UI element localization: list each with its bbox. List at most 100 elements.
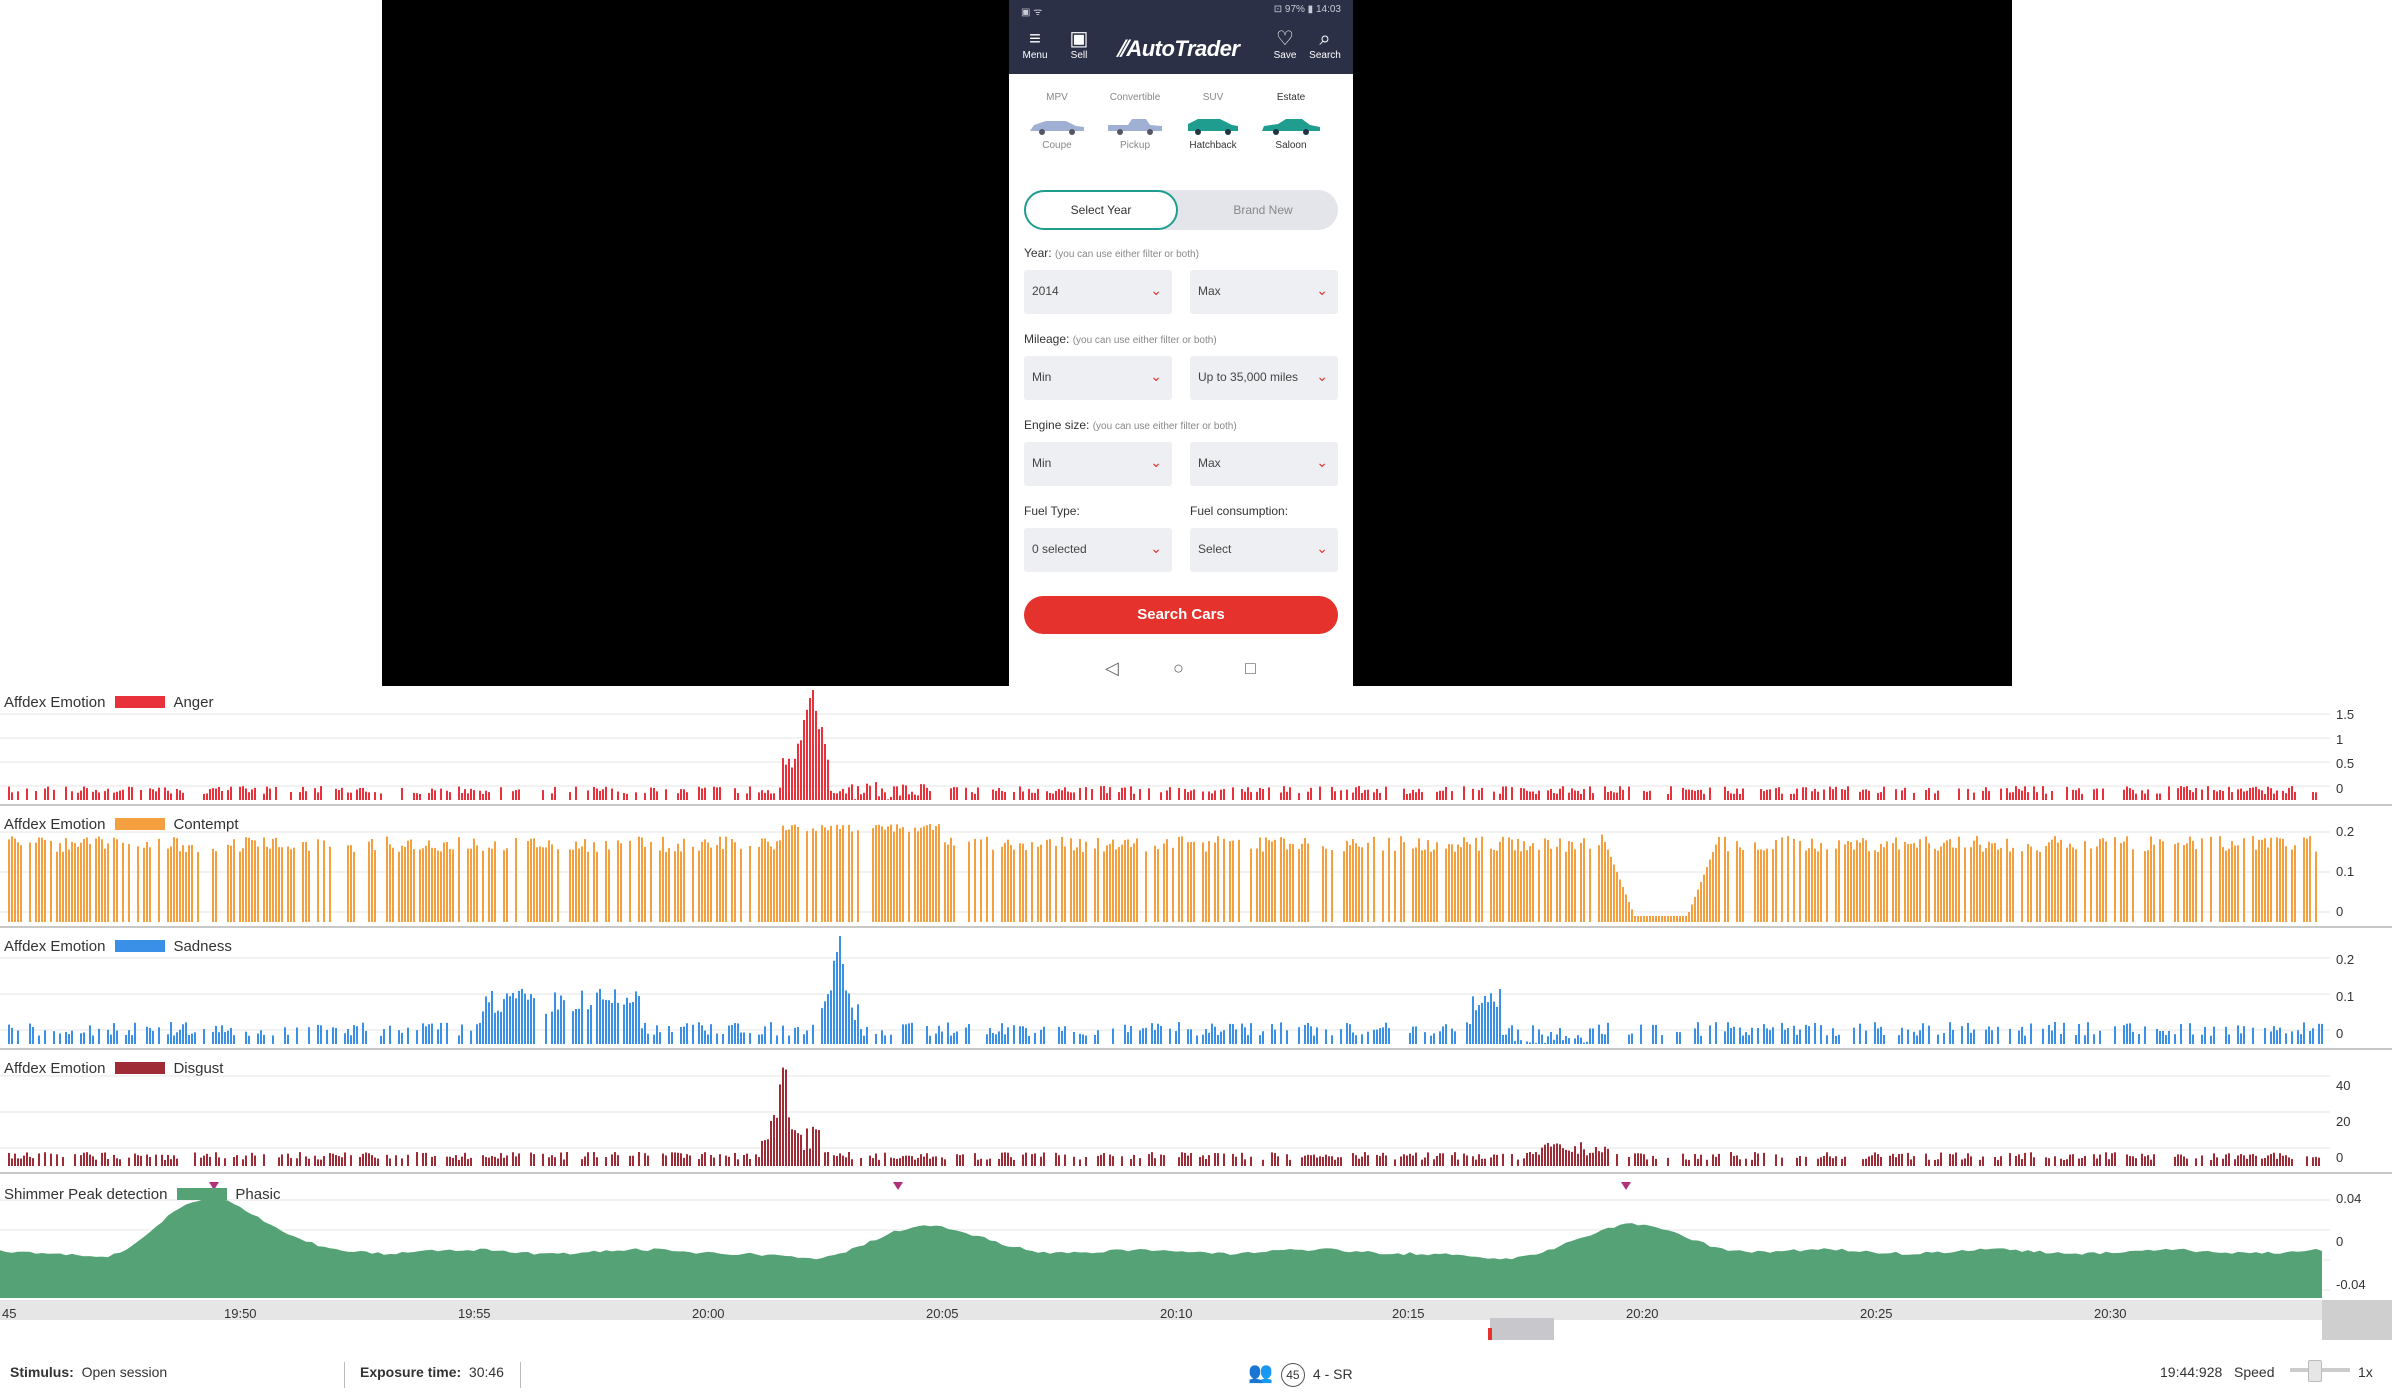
track-source: Affdex Emotion	[4, 816, 106, 833]
body-type-saloon[interactable]: Saloon	[1253, 116, 1329, 151]
timeline-tick: 20:20	[1626, 1306, 1659, 1321]
sell-button[interactable]: ▣ Sell	[1057, 28, 1101, 61]
chevron-down-icon: ⌄	[1316, 540, 1328, 556]
chevron-down-icon: ⌄	[1150, 540, 1162, 556]
search-header-button[interactable]: ⌕ Search	[1303, 28, 1347, 61]
chevron-down-icon: ⌄	[1150, 282, 1162, 298]
home-icon[interactable]: ○	[1173, 658, 1184, 678]
fuel-consumption-select[interactable]: Select ⌄	[1190, 528, 1338, 572]
year-label: Year: (you can use either filter or both…	[1024, 246, 1199, 260]
legend-swatch	[115, 1062, 166, 1074]
car-icon	[1262, 119, 1320, 135]
hamburger-icon: ≡	[1029, 28, 1041, 50]
track-separator	[0, 804, 2392, 806]
respondent-group-icon: 👥	[1248, 1362, 1273, 1384]
body-type-hatchback[interactable]: Hatchback	[1175, 116, 1251, 151]
timeline-tick: 20:00	[692, 1306, 725, 1321]
phone-screen: ▣ ᯤ ⊡ 97% ▮ 14:03 ≡ Menu ▣ Sell ⫽AutoTra…	[1009, 0, 1353, 686]
body-type-convertible[interactable]: Convertible	[1097, 92, 1173, 103]
track-source: Affdex Emotion	[4, 938, 106, 955]
mileage-label: Mileage: (you can use either filter or b…	[1024, 332, 1217, 346]
track-separator	[0, 1172, 2392, 1174]
current-time: 19:44:928	[2160, 1364, 2223, 1380]
y-tick: 0.04	[2336, 1191, 2362, 1206]
fuel-type-label: Fuel Type:	[1024, 504, 1080, 518]
year-mode-toggle: Select Year Brand New	[1024, 190, 1338, 230]
y-tick: 0	[2336, 1234, 2344, 1249]
recents-icon[interactable]: □	[1245, 658, 1256, 678]
engine-label: Engine size: (you can use either filter …	[1024, 418, 1237, 432]
legend-swatch	[177, 1188, 228, 1200]
menu-button[interactable]: ≡ Menu	[1013, 28, 1057, 61]
track-label: Affdex Emotion Sadness	[4, 938, 232, 955]
engine-max-select[interactable]: Max ⌄	[1190, 442, 1338, 486]
track-separator	[0, 1048, 2392, 1050]
stimulus-info: Stimulus: Open session	[10, 1364, 167, 1380]
disgust-plot	[0, 1067, 2330, 1166]
fuel-type-select[interactable]: 0 selected ⌄	[1024, 528, 1172, 572]
y-tick: 0.2	[2336, 952, 2355, 967]
android-nav-bar: ◁ ○ □	[1009, 652, 1353, 686]
select-value: Min	[1032, 456, 1052, 470]
respondent-info[interactable]: 👥 45 4 - SR	[1248, 1360, 1353, 1387]
exposure-info: Exposure time: 30:46	[360, 1364, 504, 1380]
mileage-min-select[interactable]: Min ⌄	[1024, 356, 1172, 400]
year-min-select[interactable]: 2014 ⌄	[1024, 270, 1172, 314]
body-type-suv[interactable]: SUV	[1175, 92, 1251, 103]
track-source: Affdex Emotion	[4, 1060, 106, 1077]
select-year-option[interactable]: Select Year	[1024, 190, 1178, 230]
status-bar: Stimulus: Open session Exposure time: 30…	[0, 1354, 2392, 1396]
body-type-coupe[interactable]: Coupe	[1019, 116, 1095, 151]
sell-label: Sell	[1070, 50, 1088, 61]
select-value: 0 selected	[1032, 542, 1087, 556]
speed-label: Speed	[2234, 1364, 2275, 1380]
app-header: ≡ Menu ▣ Sell ⫽AutoTrader ♡ Save ⌕ Searc…	[1009, 20, 1353, 74]
track-metric: Sadness	[173, 938, 232, 955]
track-metric: Contempt	[173, 816, 239, 833]
track-label: Affdex Emotion Anger	[4, 694, 213, 711]
track-metric: Disgust	[173, 1060, 224, 1077]
contempt-track: Affdex Emotion Contempt	[0, 812, 2330, 924]
save-button[interactable]: ♡ Save	[1263, 28, 1307, 61]
legend-swatch	[115, 696, 166, 708]
timeline-tick: 19:50	[224, 1306, 257, 1321]
y-tick: 0.5	[2336, 756, 2355, 771]
phasic-track: Shimmer Peak detection Phasic	[0, 1180, 2330, 1298]
speed-slider-handle[interactable]	[2308, 1360, 2322, 1382]
brand-new-option[interactable]: Brand New	[1233, 203, 1293, 217]
timeline-scrubber[interactable]	[1490, 1318, 1554, 1340]
timeline-bar[interactable]	[0, 1300, 2392, 1320]
y-tick: 1.5	[2336, 707, 2355, 722]
body-type-label: Hatchback	[1189, 140, 1237, 151]
body-type-mpv[interactable]: MPV	[1019, 92, 1095, 103]
back-icon[interactable]: ◁	[1105, 658, 1119, 678]
heart-icon: ♡	[1276, 28, 1294, 50]
search-cars-button[interactable]: Search Cars	[1024, 596, 1338, 634]
camera-icon: ▣	[1069, 28, 1089, 50]
track-source: Shimmer Peak detection	[4, 1186, 168, 1203]
sadness-track: Affdex Emotion Sadness	[0, 934, 2330, 1046]
mileage-max-select[interactable]: Up to 35,000 miles ⌄	[1190, 356, 1338, 400]
body-type-label: Convertible	[1109, 92, 1161, 103]
body-type-pickup[interactable]: Pickup	[1097, 116, 1173, 151]
body-type-label: MPV	[1046, 92, 1068, 103]
playhead-marker[interactable]	[1488, 1328, 1492, 1340]
car-icon	[1030, 121, 1084, 135]
y-tick: 0	[2336, 904, 2344, 919]
chevron-down-icon: ⌄	[1316, 454, 1328, 470]
y-tick: 20	[2336, 1114, 2351, 1129]
divider	[520, 1362, 521, 1388]
engine-label-text: Engine size:	[1024, 418, 1090, 432]
track-metric: Phasic	[235, 1186, 281, 1203]
engine-min-select[interactable]: Min ⌄	[1024, 442, 1172, 486]
body-type-estate[interactable]: Estate	[1253, 92, 1329, 103]
body-type-label: SUV	[1202, 92, 1224, 103]
stimulus-label: Stimulus:	[10, 1364, 74, 1380]
body-type-label: Coupe	[1042, 140, 1072, 151]
mileage-hint: (you can use either filter or both)	[1072, 335, 1217, 346]
year-max-select[interactable]: Max ⌄	[1190, 270, 1338, 314]
timeline-tick: 20:15	[1392, 1306, 1425, 1321]
y-tick: 0	[2336, 1150, 2344, 1165]
contempt-plot	[0, 824, 2330, 922]
chevron-down-icon: ⌄	[1150, 454, 1162, 470]
